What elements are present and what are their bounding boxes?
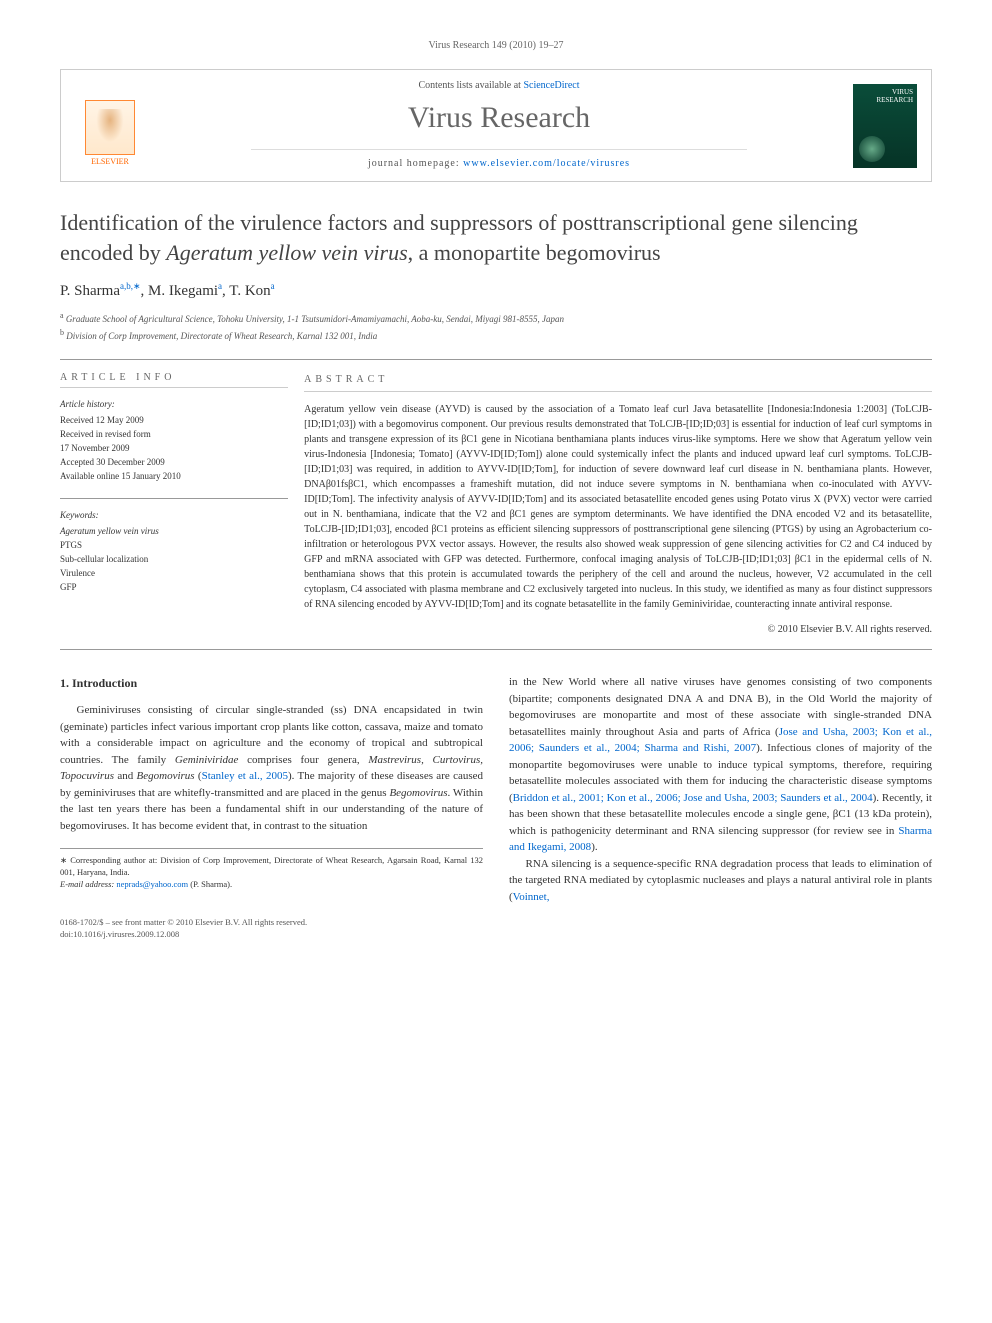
footer-line1: 0168-1702/$ – see front matter © 2010 El… [60,917,932,929]
p2-cite2[interactable]: Briddon et al., 2001; Kon et al., 2006; … [513,792,873,804]
affiliations: a Graduate School of Agricultural Scienc… [60,310,932,343]
keyword-3: Virulence [60,567,288,581]
corresponding-author: ∗ Corresponding author at: Division of C… [60,855,483,879]
affiliation-a: a Graduate School of Agricultural Scienc… [60,310,932,327]
sciencedirect-link[interactable]: ScienceDirect [523,80,579,91]
journal-name: Virus Research [145,101,853,135]
elsevier-tree-icon [85,100,135,155]
abstract-col: ABSTRACT Ageratum yellow vein disease (A… [304,360,932,649]
homepage-link[interactable]: www.elsevier.com/locate/virusres [463,158,630,169]
history-title: Article history: [60,398,288,412]
aff-b-text: Division of Corp Improvement, Directorat… [64,331,377,341]
info-abstract-block: ARTICLE INFO Article history: Received 1… [60,359,932,650]
author-2: M. Ikegami [148,283,218,299]
title-italic: Ageratum yellow vein virus [166,240,407,265]
author-2-sup: a [218,281,222,291]
keyword-4: GFP [60,581,288,595]
author-3-sup: a [271,281,275,291]
p1-cite1[interactable]: Stanley et al., 2005 [202,770,288,782]
history-line-0: Received 12 May 2009 [60,414,288,428]
intro-p2: in the New World where all native viruse… [509,674,932,856]
homepage-line: journal homepage: www.elsevier.com/locat… [251,149,747,169]
page-footer: 0168-1702/$ – see front matter © 2010 El… [60,917,932,941]
intro-heading: 1. Introduction [60,674,483,692]
elsevier-label: ELSEVIER [91,157,129,166]
history-line-4: Available online 15 January 2010 [60,470,288,484]
running-header: Virus Research 149 (2010) 19–27 [60,40,932,51]
footer-line2: doi:10.1016/j.virusres.2009.12.008 [60,929,932,941]
elsevier-logo: ELSEVIER [75,86,145,166]
p2-d: ). [591,841,597,853]
p3-a: RNA silencing is a sequence-specific RNA… [509,858,932,903]
article-title: Identification of the virulence factors … [60,208,932,267]
email-line: E-mail address: neprads@yahoo.com (P. Sh… [60,879,483,891]
abstract-copyright: © 2010 Elsevier B.V. All rights reserved… [304,622,932,637]
info-heading: ARTICLE INFO [60,372,288,388]
abstract-text: Ageratum yellow vein disease (AYVD) is c… [304,402,932,612]
article-info-col: ARTICLE INFO Article history: Received 1… [60,360,304,649]
history-line-1: Received in revised form [60,428,288,442]
journal-header-box: ELSEVIER Contents lists available at Sci… [60,69,932,182]
keyword-0: Ageratum yellow vein virus [60,525,288,539]
p1-c: and [114,770,137,782]
body-col-left: 1. Introduction Geminiviruses consisting… [60,674,483,905]
history-block: Article history: Received 12 May 2009 Re… [60,398,288,484]
footnotes: ∗ Corresponding author at: Division of C… [60,848,483,891]
p1-i1: Geminiviridae [175,754,239,766]
p1-d: ( [195,770,202,782]
author-1-sup: a,b,∗ [120,281,141,291]
info-divider [60,498,288,499]
intro-p1: Geminiviruses consisting of circular sin… [60,702,483,834]
body-columns: 1. Introduction Geminiviruses consisting… [60,674,932,905]
email-suffix: (P. Sharma). [188,879,232,889]
authors-line: P. Sharmaa,b,∗, M. Ikegamia, T. Kona [60,281,932,300]
history-line-2: 17 November 2009 [60,442,288,456]
contents-line: Contents lists available at ScienceDirec… [145,80,853,91]
cover-label: VIRUS RESEARCH [876,88,913,104]
p1-b: comprises four genera, [238,754,368,766]
journal-cover-thumb: VIRUS RESEARCH [853,84,917,168]
contents-prefix: Contents lists available at [418,80,523,91]
intro-p3: RNA silencing is a sequence-specific RNA… [509,856,932,906]
email-label: E-mail address: [60,879,116,889]
title-part2: , a monopartite begomovirus [408,240,661,265]
history-line-3: Accepted 30 December 2009 [60,456,288,470]
p1-i3: Begomovirus [137,770,195,782]
author-1: P. Sharma [60,283,120,299]
p3-cite1[interactable]: Voinnet, [513,891,550,903]
p1-i4: Begomovirus [389,787,447,799]
body-col-right: in the New World where all native viruse… [509,674,932,905]
aff-a-text: Graduate School of Agricultural Science,… [64,314,564,324]
abstract-heading: ABSTRACT [304,372,932,392]
homepage-prefix: journal homepage: [368,158,463,169]
keyword-1: PTGS [60,539,288,553]
journal-center: Contents lists available at ScienceDirec… [145,80,853,171]
keywords-block: Keywords: Ageratum yellow vein virus PTG… [60,509,288,595]
keywords-title: Keywords: [60,509,288,523]
author-3: T. Kon [229,283,270,299]
affiliation-b: b Division of Corp Improvement, Director… [60,327,932,344]
keyword-2: Sub-cellular localization [60,553,288,567]
email-link[interactable]: neprads@yahoo.com [116,879,188,889]
